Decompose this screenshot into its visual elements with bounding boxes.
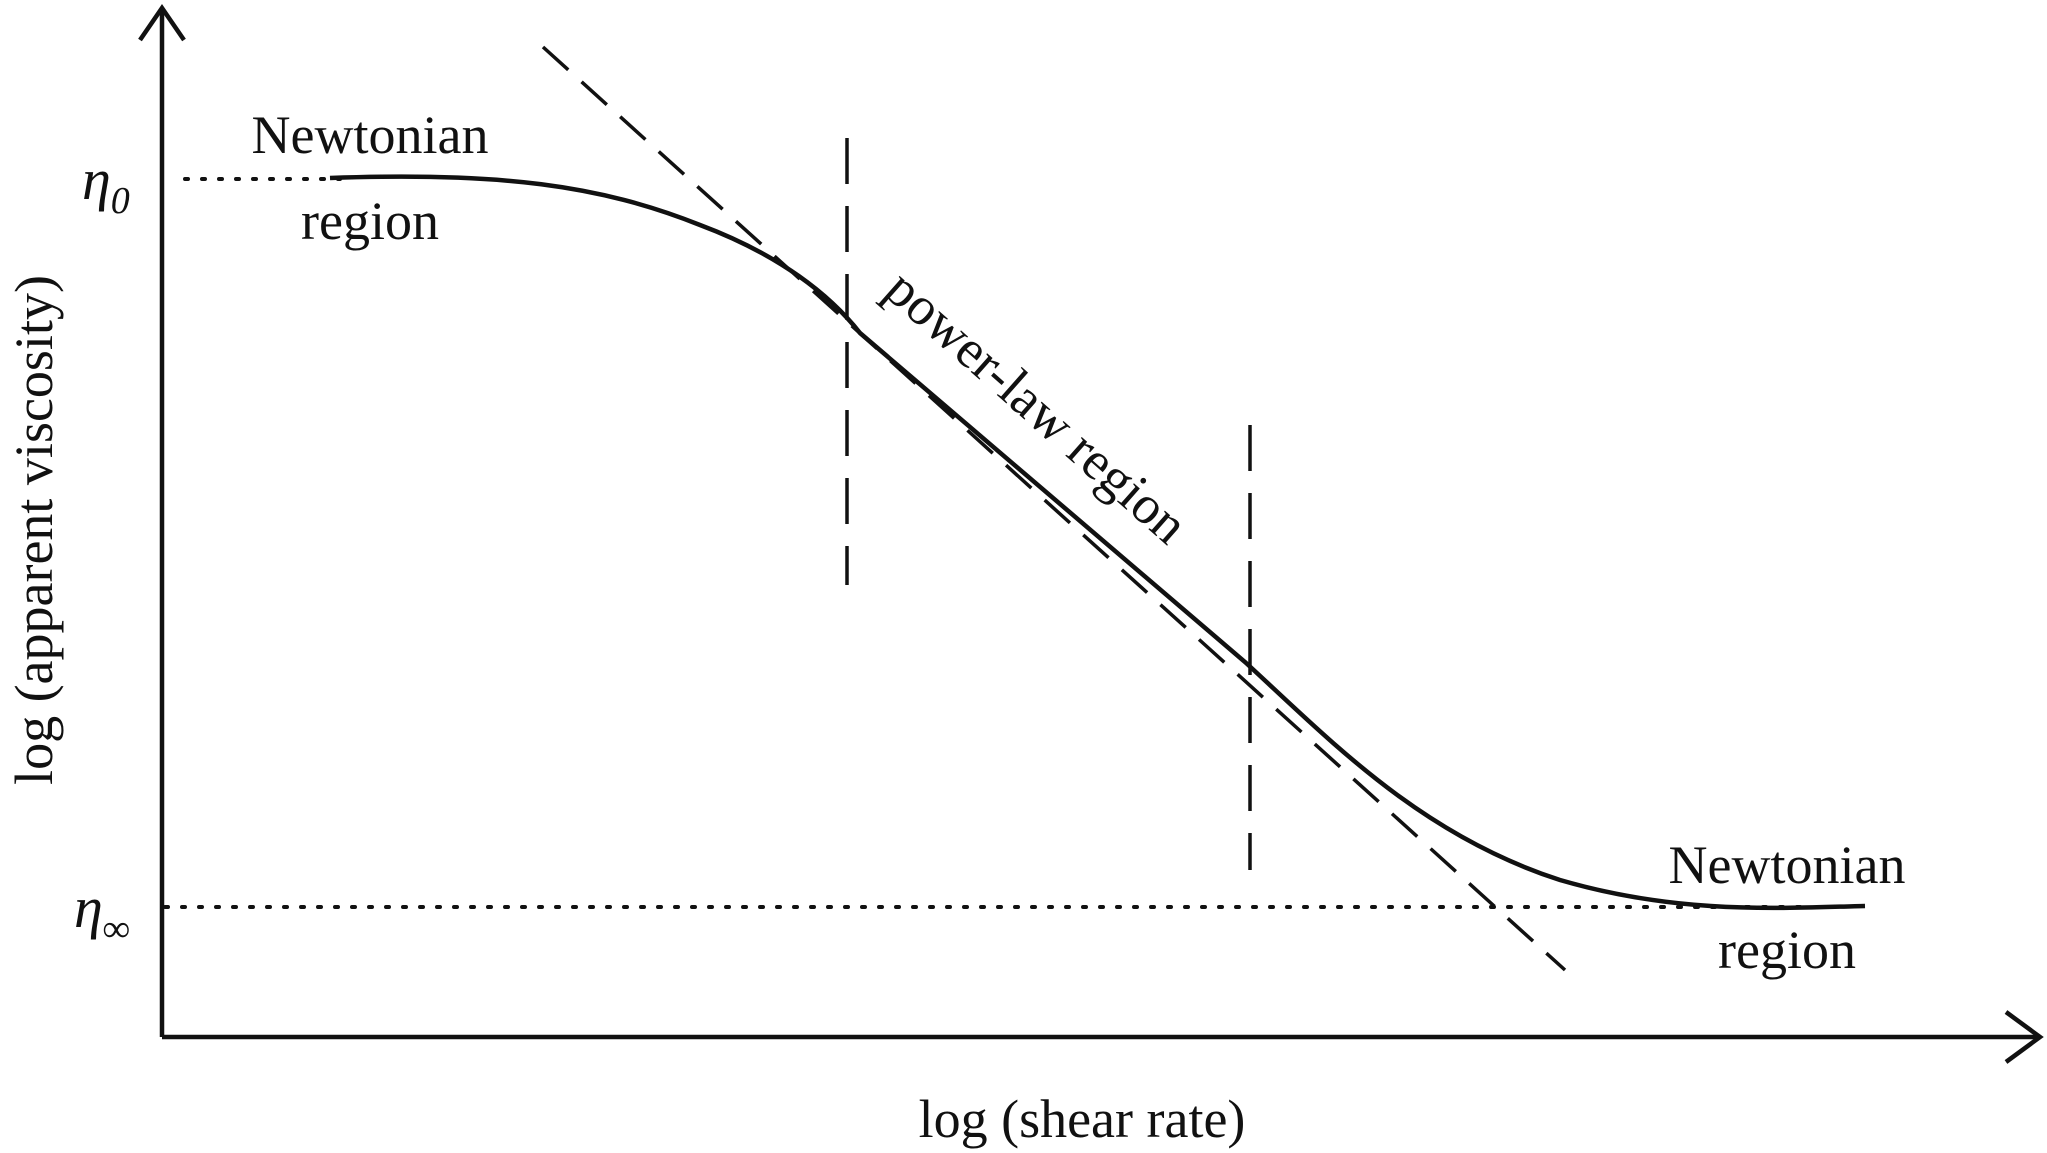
right-newtonian-label-line1: Newtonian <box>1669 835 1906 895</box>
eta-zero-label: η0 <box>82 147 130 222</box>
eta-infinity-label: η∞ <box>74 875 130 950</box>
eta-zero-symbol: η <box>82 147 111 212</box>
eta-infinity-subscript: ∞ <box>103 908 130 950</box>
left-newtonian-label-line1: Newtonian <box>252 105 489 165</box>
eta-infinity-symbol: η <box>74 875 103 940</box>
right-newtonian-label-line2: region <box>1718 920 1856 980</box>
x-axis-label: log (shear rate) <box>919 1089 1246 1149</box>
y-axis-label: log (apparent viscosity) <box>4 275 64 785</box>
viscosity-curve <box>329 174 1866 911</box>
svg-text:η0: η0 <box>82 147 130 222</box>
eta-zero-subscript: 0 <box>111 180 130 222</box>
axes <box>138 4 2044 1064</box>
power-law-tangent-dashed-line <box>541 45 1567 972</box>
svg-text:η∞: η∞ <box>74 875 130 950</box>
y-axis-arrowhead <box>138 4 186 42</box>
x-axis-arrowhead <box>2004 1010 2044 1064</box>
left-newtonian-label-line2: region <box>301 191 439 251</box>
power-law-region-label: power-law region <box>874 258 1199 556</box>
